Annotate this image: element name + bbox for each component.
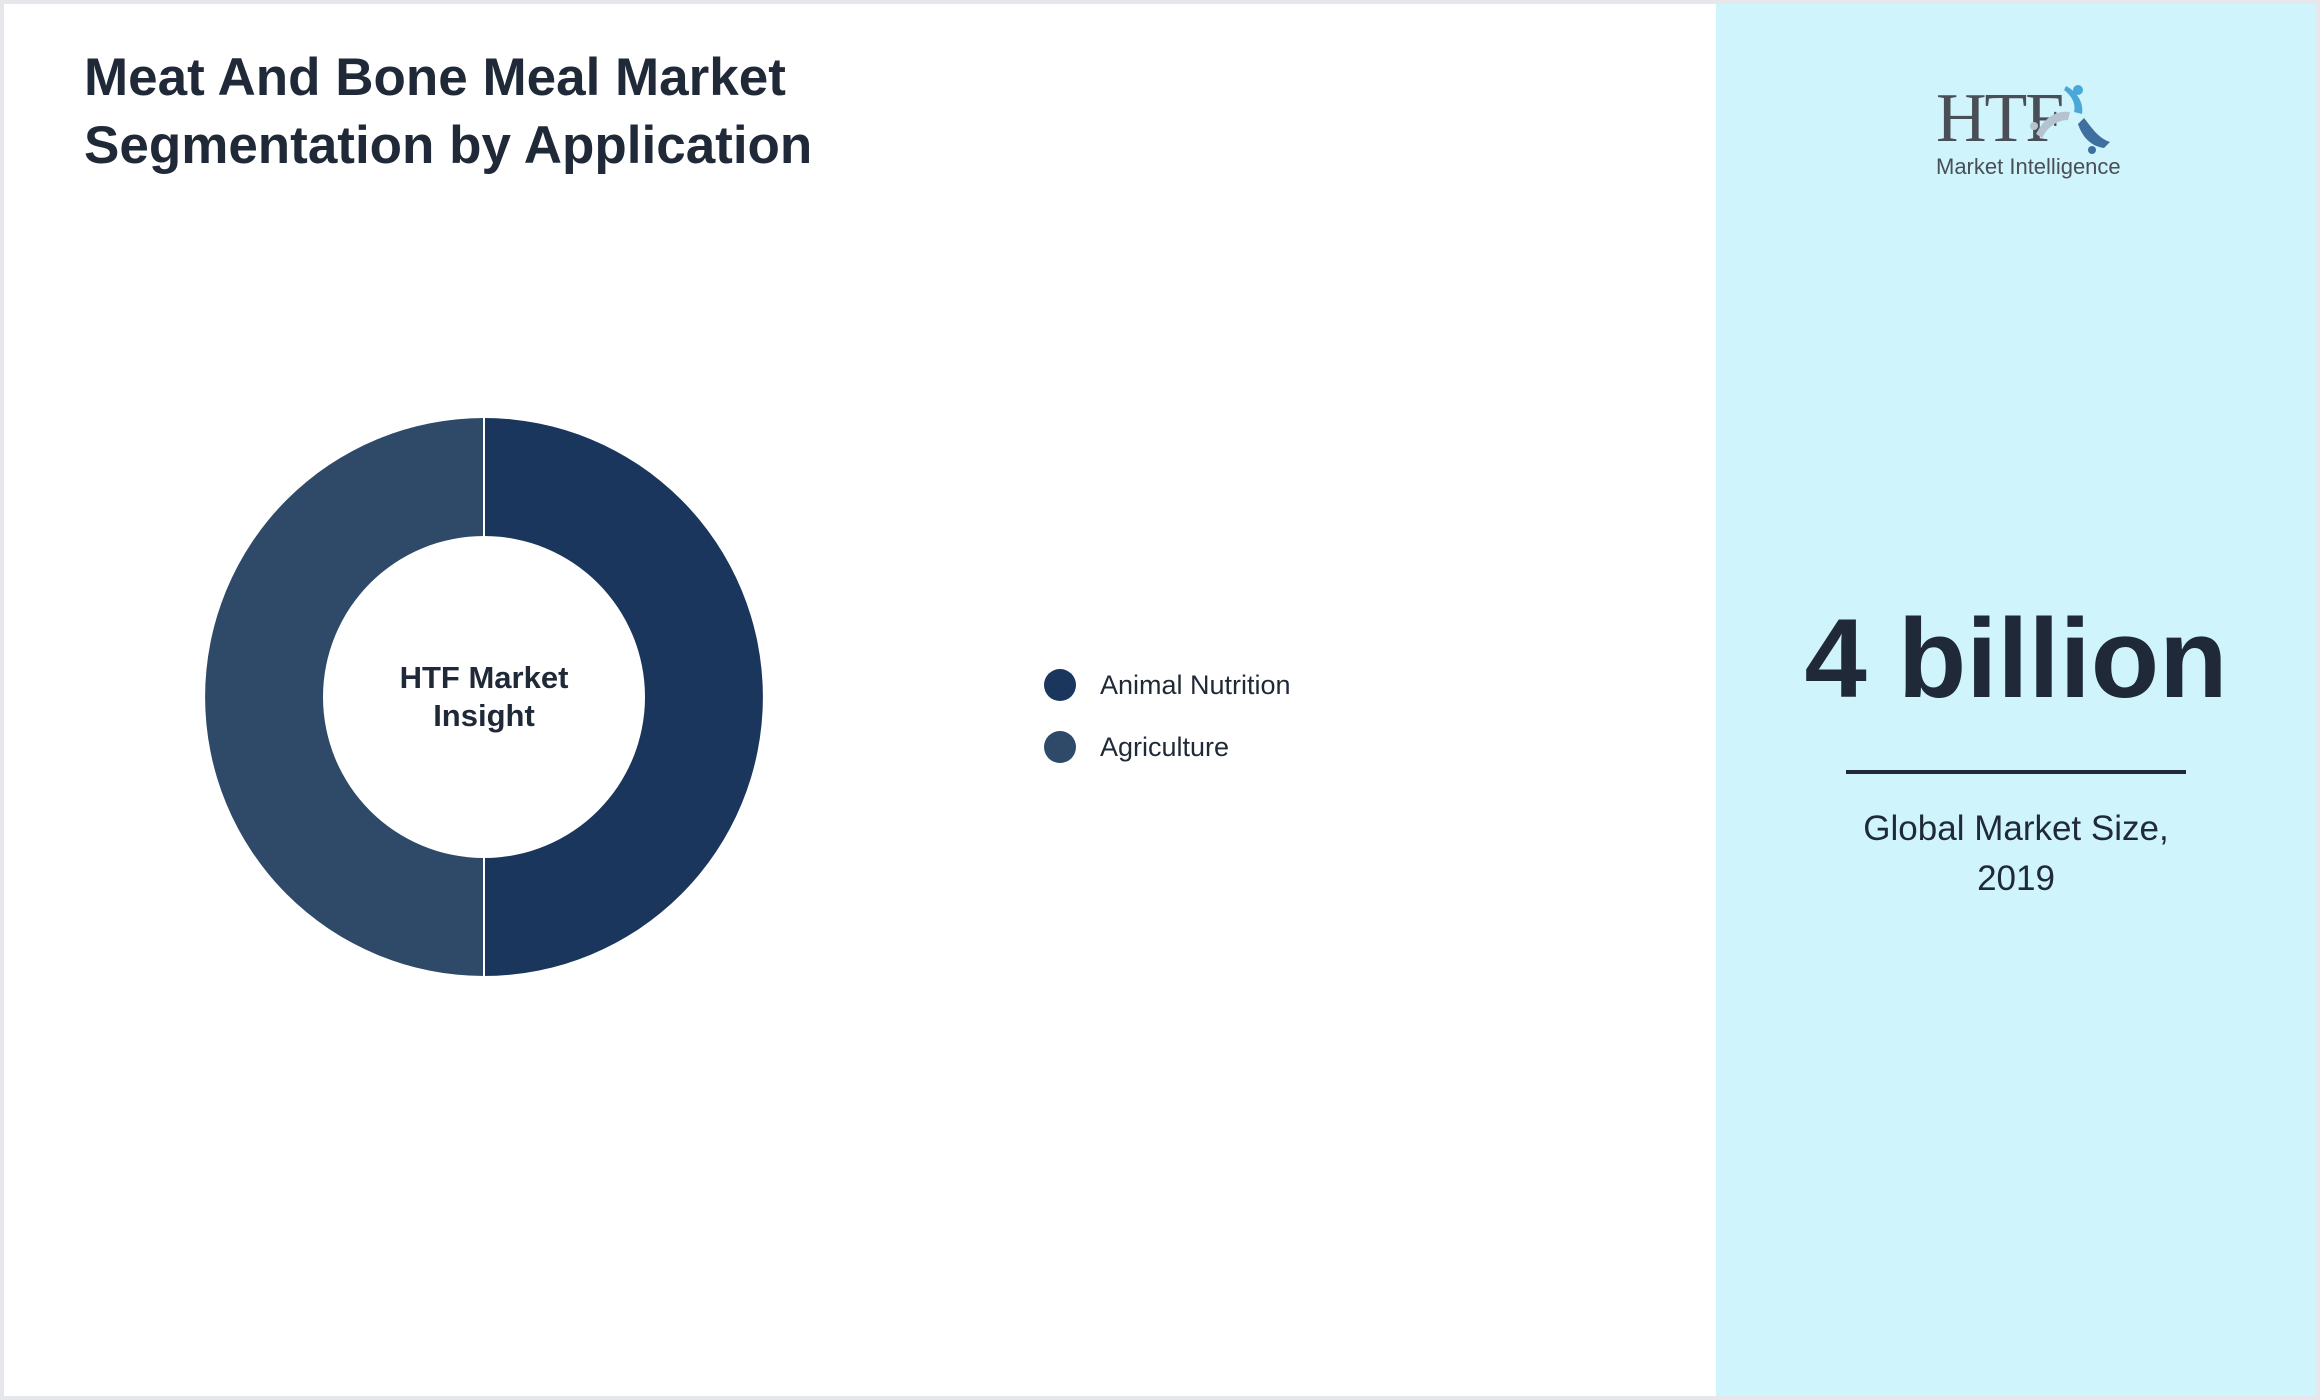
market-size-caption: Global Market Size, 2019: [1716, 804, 2316, 904]
legend-dot-icon: [1044, 669, 1076, 701]
logo-figures-icon: [2030, 85, 2110, 154]
logo-brand: HTF: [1936, 80, 2064, 157]
legend-item-animal-nutrition[interactable]: Animal Nutrition: [1044, 654, 1291, 716]
center-label-line-2: Insight: [433, 698, 535, 733]
title-line-2: Segmentation by Application: [84, 116, 813, 175]
divider: [1846, 770, 2186, 774]
center-label-line-1: HTF Market: [399, 660, 569, 695]
logo-subtitle: Market Intelligence: [1936, 154, 2121, 179]
legend-dot-icon: [1044, 731, 1076, 763]
slice-agriculture[interactable]: [205, 418, 485, 976]
title-line-1: Meat And Bone Meal Market: [84, 48, 786, 107]
legend-label: Animal Nutrition: [1100, 669, 1291, 700]
donut-chart: HTF Market Insight: [204, 417, 764, 977]
chart-area: Meat And Bone Meal Market Segmentation b…: [4, 4, 1716, 1396]
page-frame: Meat And Bone Meal Market Segmentation b…: [4, 4, 2316, 1396]
htf-logo: HTF Market Intelligence: [1926, 78, 2121, 188]
legend-item-agriculture[interactable]: Agriculture: [1044, 716, 1291, 778]
page-title: Meat And Bone Meal Market Segmentation b…: [84, 44, 984, 180]
caption-line-1: Global Market Size,: [1863, 809, 2169, 848]
caption-line-2: 2019: [1977, 859, 2055, 898]
legend-label: Agriculture: [1100, 731, 1230, 762]
donut-center-label: HTF Market Insight: [204, 417, 764, 977]
market-size-panel: HTF Market Intelligence 4 billion Global…: [1716, 4, 2316, 1396]
slice-animal-nutrition[interactable]: [484, 418, 763, 976]
donut-svg: [205, 417, 763, 977]
market-size-value: 4 billion: [1804, 596, 2228, 721]
chart-legend: Animal Nutrition Agriculture: [1044, 654, 1291, 778]
